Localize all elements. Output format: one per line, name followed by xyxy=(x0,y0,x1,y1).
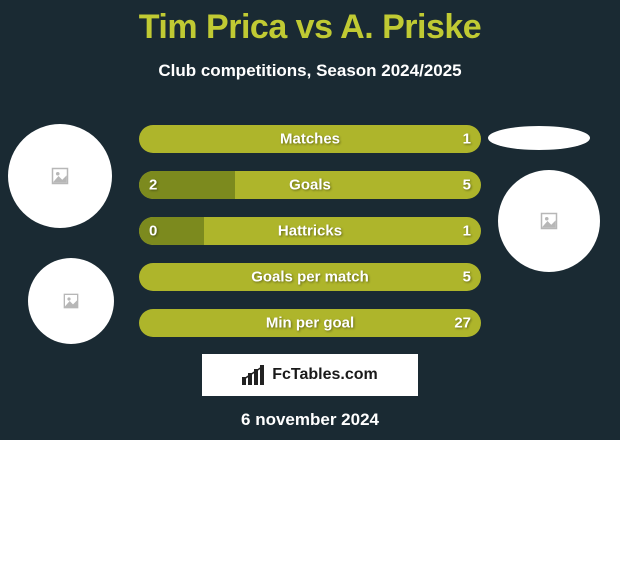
player-left-avatar-2 xyxy=(28,258,114,344)
stat-value-right: 27 xyxy=(454,315,471,332)
player-left-avatar-1 xyxy=(8,124,112,228)
stat-value-right: 1 xyxy=(463,223,471,240)
stat-label: Hattricks xyxy=(139,223,481,240)
stat-row: 0Hattricks1 xyxy=(139,217,481,245)
brand-text: FcTables.com xyxy=(272,366,378,384)
stat-row: 2Goals5 xyxy=(139,171,481,199)
comparison-panel: Tim Prica vs A. Priske Club competitions… xyxy=(0,0,620,440)
brand-badge: FcTables.com xyxy=(202,354,418,396)
stat-row: Goals per match5 xyxy=(139,263,481,291)
stat-row: Min per goal27 xyxy=(139,309,481,337)
stat-label: Matches xyxy=(139,131,481,148)
stat-row: Matches1 xyxy=(139,125,481,153)
page-title: Tim Prica vs A. Priske xyxy=(0,0,620,47)
stat-value-right: 5 xyxy=(463,177,471,194)
subtitle: Club competitions, Season 2024/2025 xyxy=(0,61,620,81)
stat-label: Min per goal xyxy=(139,315,481,332)
stat-value-right: 1 xyxy=(463,131,471,148)
stat-label: Goals per match xyxy=(139,269,481,286)
stat-value-right: 5 xyxy=(463,269,471,286)
placeholder-icon xyxy=(63,293,79,309)
placeholder-icon xyxy=(51,167,69,185)
placeholder-icon xyxy=(540,212,558,230)
stat-label: Goals xyxy=(139,177,481,194)
date-label: 6 november 2024 xyxy=(0,410,620,430)
decorative-ellipse xyxy=(488,126,590,150)
player-right-avatar-1 xyxy=(498,170,600,272)
chart-icon xyxy=(242,365,268,385)
stats-container: Matches12Goals50Hattricks1Goals per matc… xyxy=(139,125,481,337)
